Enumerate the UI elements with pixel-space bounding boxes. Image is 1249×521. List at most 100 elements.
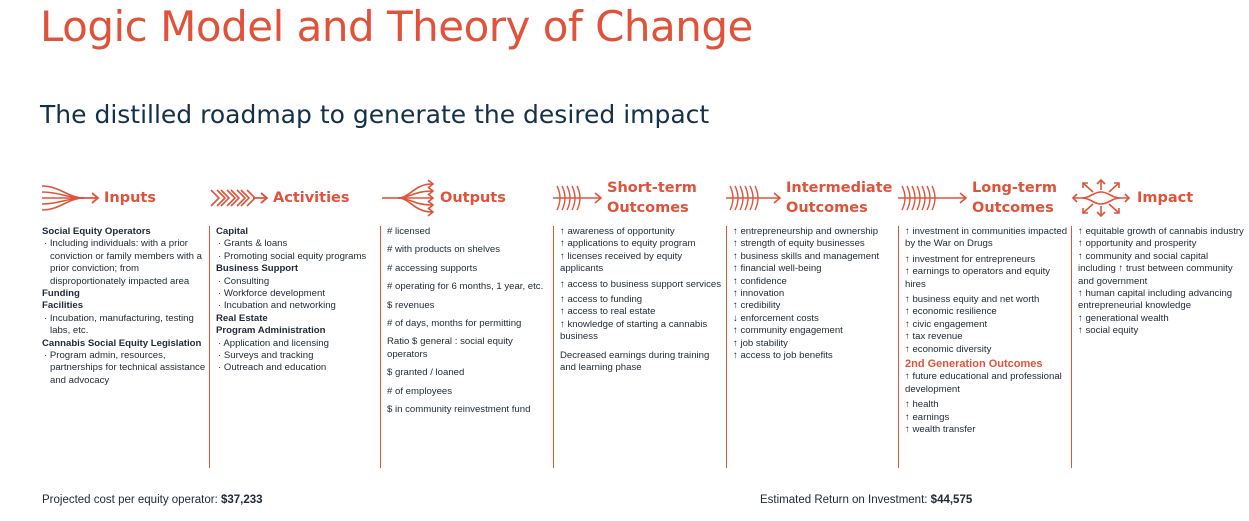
column-title: Outputs	[440, 188, 506, 208]
chevron-chain-icon	[209, 178, 269, 218]
list-item: ↑ entrepreneurship and ownership	[733, 226, 879, 237]
burst-arrows-icon	[1071, 178, 1133, 218]
section-heading: Funding	[42, 288, 80, 300]
list-item: · Surveys and tracking	[218, 350, 314, 362]
list-item: ↑ tax revenue	[905, 331, 963, 343]
column-title: Activities	[273, 188, 350, 208]
list-item: # of days, months for permitting	[387, 318, 522, 330]
list-item: ↑ business skills and management	[733, 250, 880, 262]
column-title-line: Outcomes	[607, 200, 689, 216]
section-heading: Business Support	[216, 263, 299, 275]
column-title: Inputs	[104, 188, 156, 208]
list-item: ↑ knowledge of starting a cannabis busin…	[560, 318, 708, 343]
list-item: # accessing supports	[387, 262, 478, 274]
section-heading: 2nd Generation Outcomes	[905, 358, 1043, 371]
estimated-roi-value: $44,575	[930, 494, 973, 506]
column-body: Capital · Grants & loans · Promoting socia…	[209, 226, 379, 468]
column-inputs: Inputs Social Equity Operators · Including…	[40, 170, 208, 387]
list-item: · Program admin, resources, partnerships…	[44, 350, 206, 386]
list-item: · Application and licensing	[218, 337, 329, 349]
column-header: Outputs	[380, 170, 552, 226]
section-heading: Cannabis Social Equity Legislation	[42, 337, 202, 349]
column-title-line: Intermediate	[786, 180, 893, 196]
list-item: · Grants & loans	[218, 238, 288, 250]
page-title: Logic Model and Theory of Change	[40, 2, 753, 51]
chevron-arrow-icon	[553, 178, 603, 218]
diverging-arrows-icon	[380, 178, 436, 218]
column-title-line: Outputs	[440, 190, 506, 206]
list-item: # licensed	[387, 226, 431, 237]
list-item: · Incubation, manufacturing, testing lab…	[44, 312, 194, 337]
list-item: ↑ community engagement	[733, 325, 843, 337]
list-item: ↑ earnings to operators and equity hires	[905, 266, 1051, 290]
list-item: ↑ access to funding	[560, 294, 643, 306]
column-header: Short-term Outcomes	[553, 170, 725, 226]
list-item: ↑ applications to equity program	[560, 238, 696, 250]
list-item: ↑ access to job benefits	[733, 350, 833, 362]
column-body: ↑ awareness of opportunity ↑ applications…	[553, 226, 725, 468]
column-title: Intermediate Outcomes	[786, 178, 892, 218]
column-body: ↑ investment in communities impacted by …	[898, 226, 1070, 468]
converging-arrows-icon	[40, 178, 100, 218]
list-item: ↑ licenses received by equity applicants	[560, 250, 683, 275]
page-subtitle: The distilled roadmap to generate the de…	[40, 100, 710, 129]
projected-cost-value: $37,233	[221, 494, 263, 506]
list-item: ↑ confidence	[733, 275, 787, 287]
column-outputs: Outputs # licensed # with products on shel…	[380, 170, 552, 468]
column-short-term-outcomes: Short-term Outcomes ↑ awareness of opportu…	[553, 170, 725, 468]
column-header: Impact	[1071, 170, 1247, 226]
list-item: ↑ wealth transfer	[905, 424, 976, 436]
column-title-line: Outcomes	[972, 200, 1054, 216]
projected-cost: Projected cost per equity operator: $37,…	[42, 494, 263, 506]
column-long-term-outcomes: Long-term Outcomes ↑ investment in communi…	[898, 170, 1070, 468]
column-body: ↑ entrepreneurship and ownership ↑ streng…	[726, 226, 898, 468]
list-item: $ granted / loaned	[387, 367, 465, 379]
column-header: Long-term Outcomes	[898, 170, 1070, 226]
converging-arrows-icon	[41, 185, 100, 211]
estimated-roi: Estimated Return on Investment: $44,575	[760, 494, 972, 506]
column-header: Intermediate Outcomes	[726, 170, 898, 226]
list-item: ↑ credibility	[733, 300, 781, 312]
list-item: ↑ opportunity and prosperity	[1078, 238, 1197, 250]
list-item: $ revenues	[387, 299, 435, 311]
list-item: ↑ economic diversity	[905, 343, 992, 355]
column-title-line: Activities	[273, 190, 350, 206]
list-item: ↑ business equity and net worth	[905, 294, 1040, 306]
list-item: ↑ access to business support services	[560, 278, 722, 290]
list-item: ↑ social equity	[1078, 325, 1139, 337]
column-title: Long-term Outcomes	[972, 178, 1057, 218]
list-item: · Including individuals: with a prior co…	[44, 238, 202, 287]
section-heading: Program Administration	[216, 325, 326, 337]
list-item: ↑ future educational and professional de…	[905, 371, 1062, 395]
list-item: · Incubation and networking	[218, 300, 336, 312]
burst-arrows-icon	[1071, 178, 1131, 218]
column-title-line: Short-term	[607, 180, 697, 196]
section-heading: Real Estate	[216, 312, 268, 324]
list-item: ↑ civic engagement	[905, 318, 988, 330]
list-item: ↓ enforcement costs	[733, 312, 819, 324]
column-header: Inputs	[40, 170, 208, 226]
list-item: ↑ human capital including advancing entr…	[1078, 288, 1233, 312]
list-item: ↑ health	[905, 399, 939, 411]
list-item: ↑ job stability	[733, 337, 788, 349]
estimated-roi-label: Estimated Return on Investment:	[760, 494, 931, 506]
chevron-chain-icon	[210, 189, 269, 207]
list-item: · Consulting	[218, 275, 270, 287]
chevron-arrow-icon	[726, 185, 782, 211]
list-item: ↑ awareness of opportunity	[560, 226, 675, 237]
column-intermediate-outcomes: Intermediate Outcomes ↑ entrepreneurship a…	[726, 170, 898, 468]
column-body: # licensed # with products on shelves # ac…	[380, 226, 552, 468]
list-item: ↑ investment in communities impacted by …	[905, 226, 1068, 250]
section-heading: Facilities	[42, 300, 84, 312]
column-title: Short-term Outcomes	[607, 178, 697, 218]
list-item: ↑ community and social capital including…	[1078, 250, 1233, 287]
list-item: ↑ access to real estate	[560, 306, 656, 318]
column-title-line: Impact	[1137, 190, 1194, 206]
column-title-line: Outcomes	[786, 200, 868, 216]
chevron-arrow-icon	[898, 178, 968, 218]
section-heading: Social Equity Operators	[42, 226, 151, 237]
list-item: # of employees	[387, 385, 453, 397]
projected-cost-label: Projected cost per equity operator:	[42, 494, 221, 506]
list-item: ↑ financial well-being	[733, 263, 822, 275]
list-item: ↑ innovation	[733, 288, 785, 300]
